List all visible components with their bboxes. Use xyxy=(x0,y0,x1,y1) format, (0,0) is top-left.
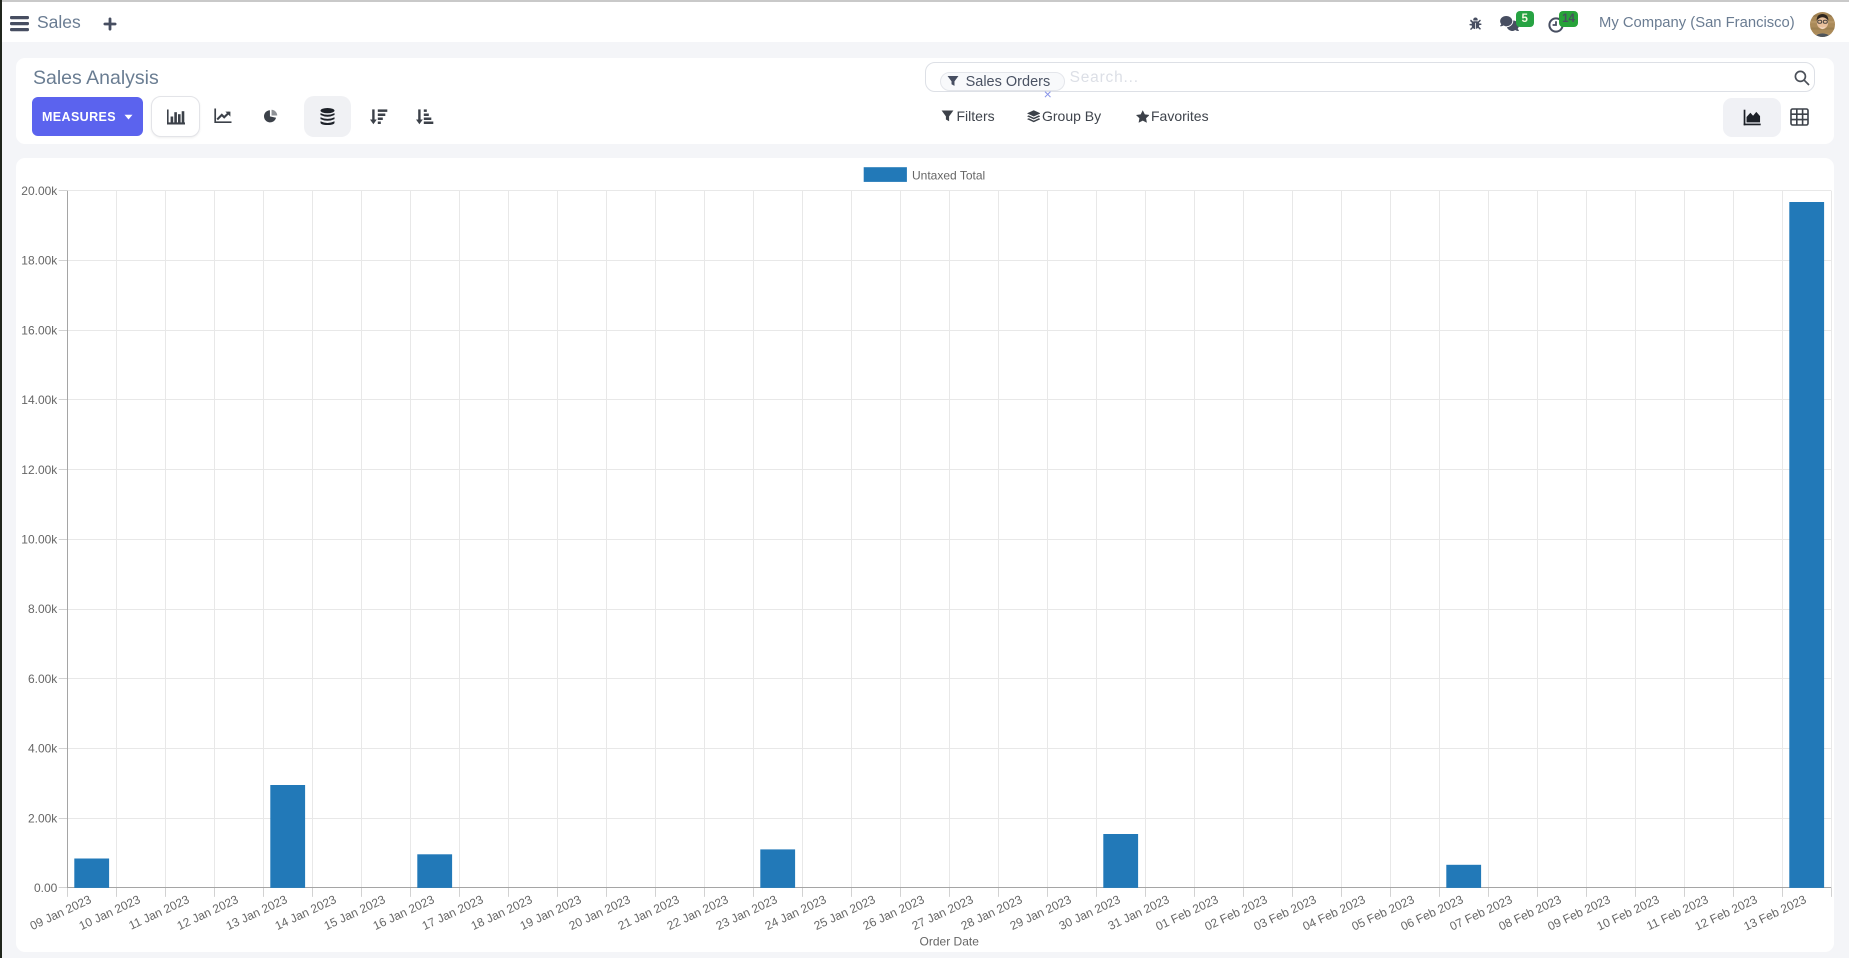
svg-text:2.00k: 2.00k xyxy=(28,811,58,825)
svg-text:16.00k: 16.00k xyxy=(21,323,58,337)
svg-text:8.00k: 8.00k xyxy=(28,602,58,616)
svg-text:Untaxed Total: Untaxed Total xyxy=(912,169,985,183)
svg-text:4.00k: 4.00k xyxy=(28,742,58,756)
svg-text:20.00k: 20.00k xyxy=(21,184,58,198)
svg-text:10.00k: 10.00k xyxy=(21,533,58,547)
svg-text:12.00k: 12.00k xyxy=(21,463,58,477)
svg-text:0.00: 0.00 xyxy=(34,881,58,895)
svg-text:18.00k: 18.00k xyxy=(21,254,58,268)
svg-text:Order Date: Order Date xyxy=(920,935,980,949)
svg-text:6.00k: 6.00k xyxy=(28,672,58,686)
svg-text:14.00k: 14.00k xyxy=(21,393,58,407)
